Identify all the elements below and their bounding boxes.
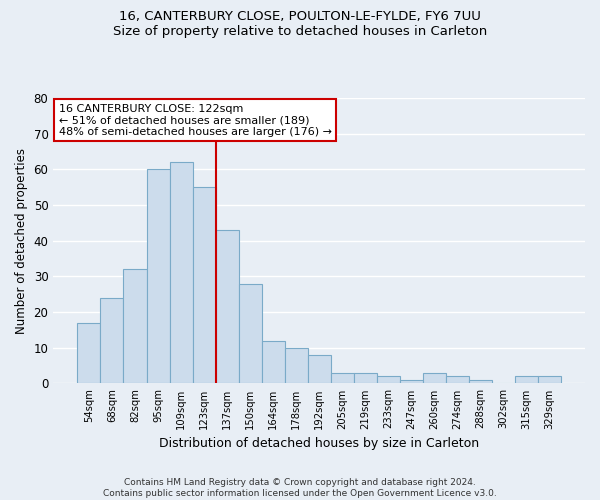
Bar <box>423 372 446 384</box>
Bar <box>446 376 469 384</box>
Bar <box>377 376 400 384</box>
Bar <box>400 380 423 384</box>
Bar <box>353 372 377 384</box>
Y-axis label: Number of detached properties: Number of detached properties <box>15 148 28 334</box>
Bar <box>124 270 146 384</box>
Bar <box>331 372 353 384</box>
Bar <box>215 230 239 384</box>
Bar <box>538 376 561 384</box>
Text: 16 CANTERBURY CLOSE: 122sqm
← 51% of detached houses are smaller (189)
48% of se: 16 CANTERBURY CLOSE: 122sqm ← 51% of det… <box>59 104 332 137</box>
Bar <box>284 348 308 384</box>
Bar <box>146 170 170 384</box>
X-axis label: Distribution of detached houses by size in Carleton: Distribution of detached houses by size … <box>159 437 479 450</box>
Bar <box>262 340 284 384</box>
Text: Contains HM Land Registry data © Crown copyright and database right 2024.
Contai: Contains HM Land Registry data © Crown c… <box>103 478 497 498</box>
Bar <box>469 380 492 384</box>
Bar <box>77 323 100 384</box>
Bar <box>239 284 262 384</box>
Text: 16, CANTERBURY CLOSE, POULTON-LE-FYLDE, FY6 7UU
Size of property relative to det: 16, CANTERBURY CLOSE, POULTON-LE-FYLDE, … <box>113 10 487 38</box>
Bar <box>170 162 193 384</box>
Bar <box>308 355 331 384</box>
Bar <box>515 376 538 384</box>
Bar <box>193 187 215 384</box>
Bar <box>100 298 124 384</box>
